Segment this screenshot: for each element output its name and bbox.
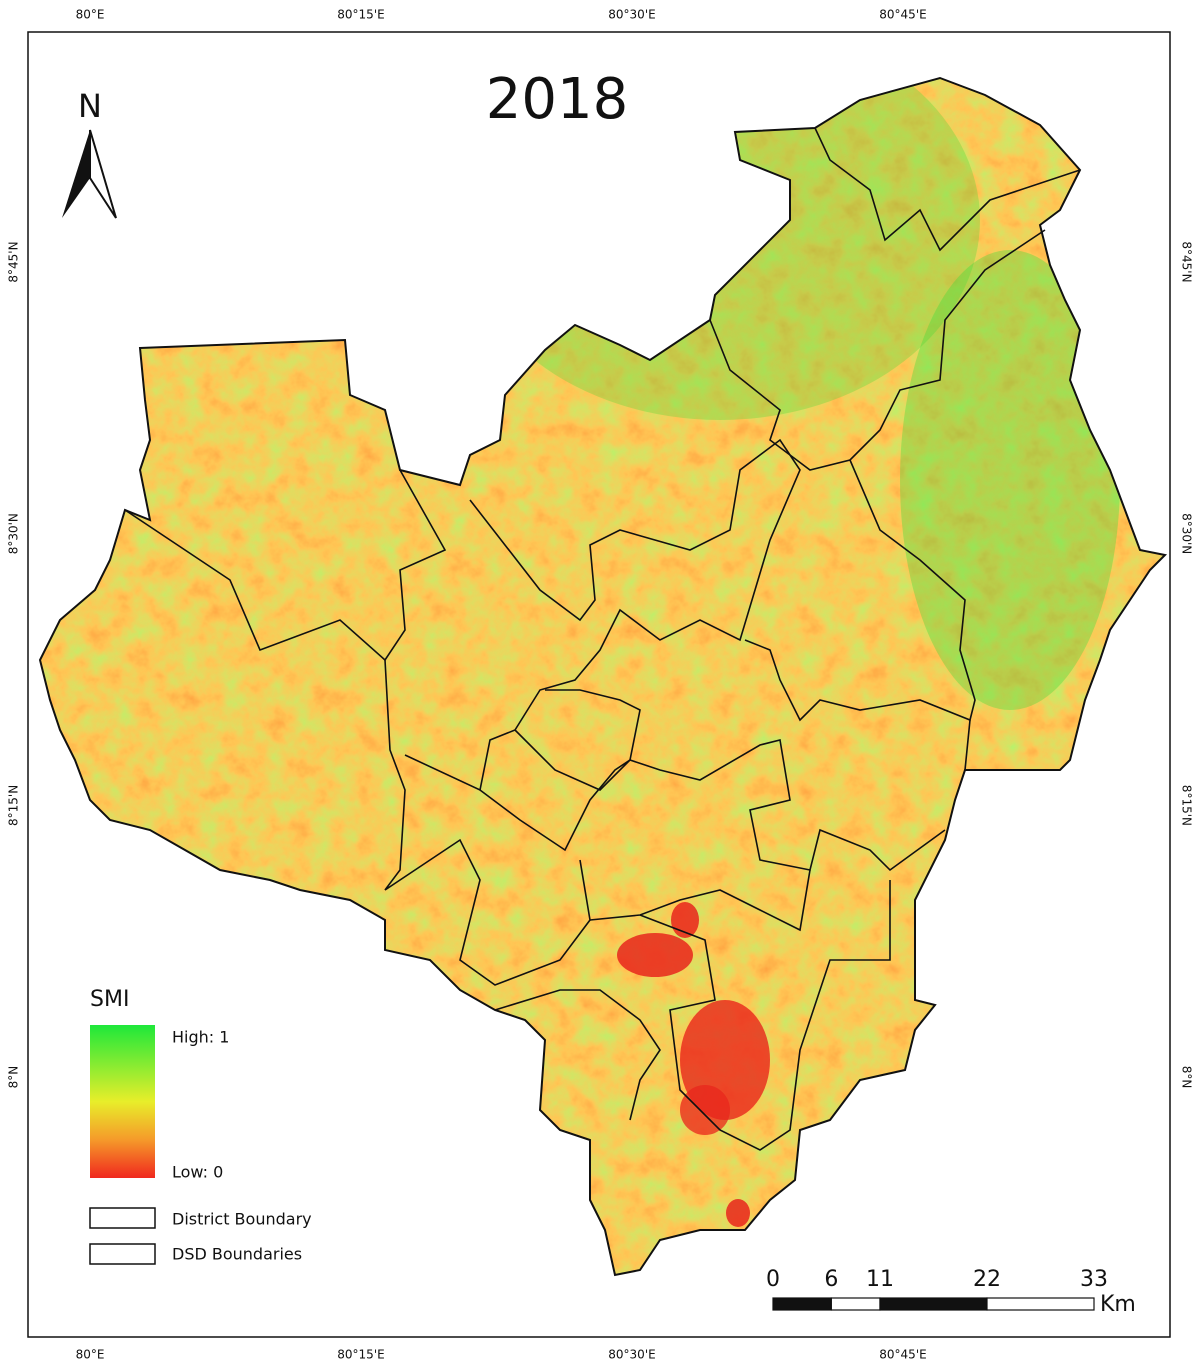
latitude-label: 8°45'N — [1180, 241, 1194, 282]
longitude-label: 80°45'E — [879, 8, 926, 22]
scale-segment — [772, 1297, 832, 1311]
scale-segment — [986, 1297, 1095, 1311]
north-arrow-right — [89, 129, 117, 219]
longitude-label: 80°30'E — [608, 8, 655, 22]
legend-item: District Boundary — [172, 1210, 312, 1229]
longitude-label: 80°E — [76, 1348, 105, 1362]
scale-label: 22 — [973, 1267, 1001, 1292]
scale-segment — [879, 1297, 988, 1311]
latitude-label: 8°N — [1180, 1066, 1194, 1089]
legend-color-ramp — [90, 1025, 155, 1178]
longitude-label: 80°E — [76, 8, 105, 22]
legend-item: DSD Boundaries — [172, 1245, 302, 1264]
scale-label: 33 — [1080, 1267, 1108, 1292]
legend-high-label: High: 1 — [172, 1028, 229, 1047]
dsd-boundaries — [124, 127, 1081, 1151]
latitude-label: 8°15'N — [7, 785, 21, 826]
scale-segment — [830, 1297, 881, 1311]
longitude-label: 80°45'E — [879, 1348, 926, 1362]
longitude-label: 80°30'E — [608, 1348, 655, 1362]
latitude-label: 8°45'N — [7, 241, 21, 282]
north-label: N — [78, 87, 102, 125]
scale-label: 11 — [866, 1267, 894, 1292]
latitude-label: 8°N — [7, 1066, 21, 1089]
legend-swatch — [89, 1243, 156, 1265]
longitude-label: 80°15'E — [337, 8, 384, 22]
latitude-label: 8°30'N — [1180, 513, 1194, 554]
legend-title: SMI — [90, 987, 129, 1012]
latitude-label: 8°30'N — [7, 513, 21, 554]
scale-unit: Km — [1100, 1292, 1136, 1317]
scale-label: 0 — [766, 1267, 780, 1292]
north-arrow-left — [62, 130, 90, 218]
scale-label: 6 — [824, 1267, 838, 1292]
longitude-label: 80°15'E — [337, 1348, 384, 1362]
latitude-label: 8°15'N — [1180, 785, 1194, 826]
legend-swatch — [89, 1207, 156, 1229]
legend-low-label: Low: 0 — [172, 1163, 223, 1182]
map-title: 2018 — [486, 67, 629, 132]
